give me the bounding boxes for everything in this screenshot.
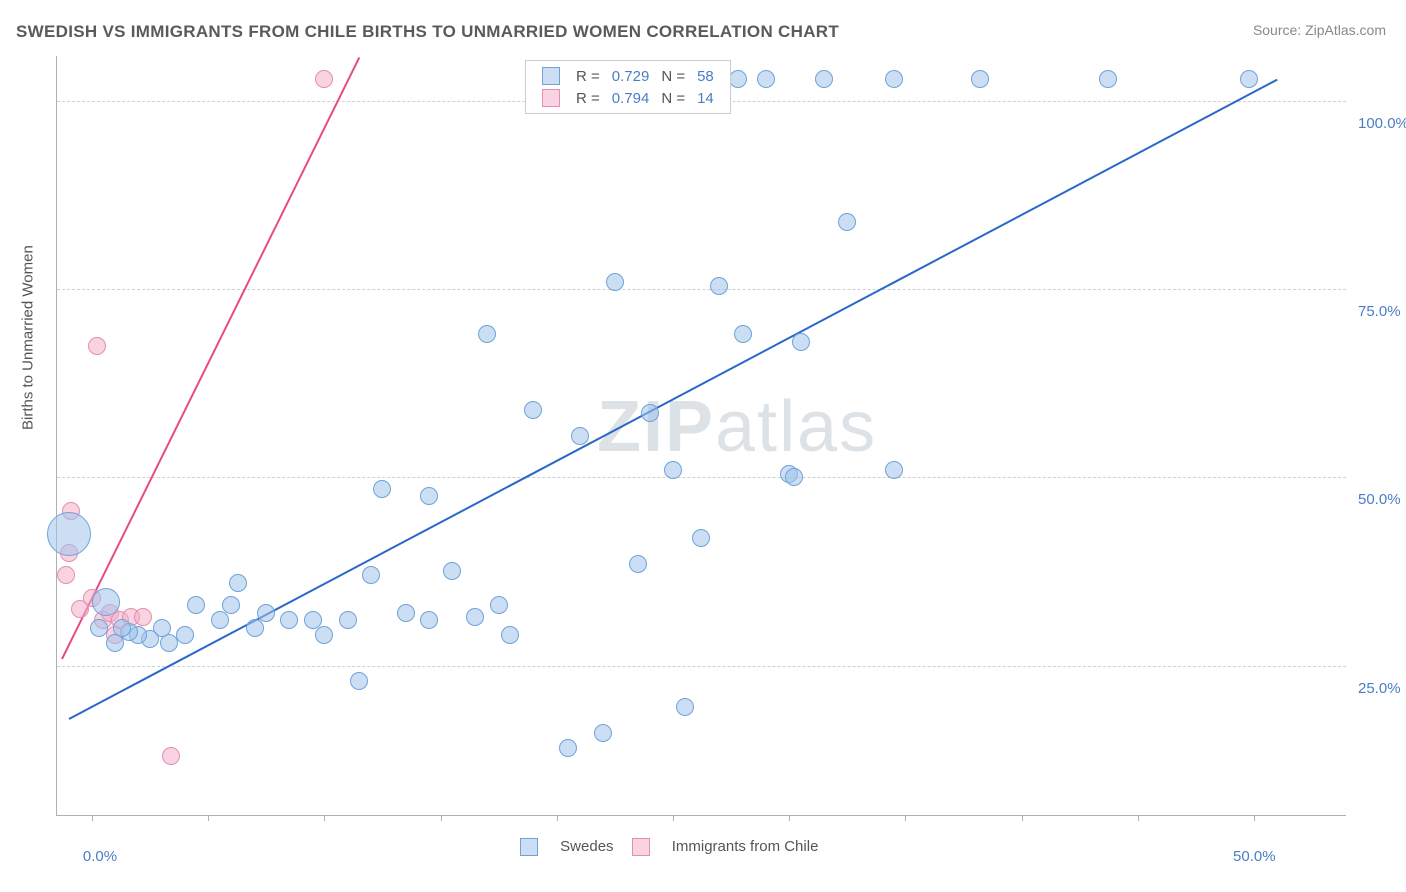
chile-point xyxy=(315,70,333,88)
swedes-point xyxy=(362,566,380,584)
swedes-point xyxy=(211,611,229,629)
legend-item: Swedes xyxy=(520,838,614,855)
swedes-point xyxy=(501,626,519,644)
legend-r-value: 0.729 xyxy=(606,65,656,87)
y-tick-label: 100.0% xyxy=(1358,115,1406,132)
chile-point xyxy=(134,608,152,626)
swedes-point xyxy=(815,70,833,88)
swedes-point xyxy=(594,724,612,742)
chart-title: SWEDISH VS IMMIGRANTS FROM CHILE BIRTHS … xyxy=(16,22,839,42)
swedes-point xyxy=(1099,70,1117,88)
swedes-point xyxy=(397,604,415,622)
x-tick-mark xyxy=(92,815,93,821)
source-attribution: Source: ZipAtlas.com xyxy=(1253,22,1386,38)
x-tick-mark xyxy=(1254,815,1255,821)
swedes-point xyxy=(280,611,298,629)
swedes-point xyxy=(524,401,542,419)
y-tick-label: 75.0% xyxy=(1358,303,1401,320)
swedes-point xyxy=(734,325,752,343)
swedes-point xyxy=(606,273,624,291)
swedes-point xyxy=(90,619,108,637)
swedes-point xyxy=(729,70,747,88)
swedes-point xyxy=(222,596,240,614)
swedes-point xyxy=(1240,70,1258,88)
legend-n-value: 14 xyxy=(691,87,720,109)
watermark-bold: ZIP xyxy=(597,387,715,467)
swedes-point xyxy=(304,611,322,629)
legend-item: Immigrants from Chile xyxy=(632,838,819,855)
legend-swatch xyxy=(542,89,560,107)
swedes-point xyxy=(187,596,205,614)
chile-point xyxy=(162,747,180,765)
stats-legend: R =0.729N =58 R =0.794N =14 xyxy=(525,60,731,114)
legend-swatch xyxy=(632,838,650,856)
gridline xyxy=(57,289,1346,290)
swedes-point xyxy=(838,213,856,231)
gridline xyxy=(57,666,1346,667)
swedes-point xyxy=(443,562,461,580)
x-tick-label: 0.0% xyxy=(83,848,117,865)
x-tick-mark xyxy=(557,815,558,821)
swedes-point xyxy=(350,672,368,690)
y-axis-label: Births to Unmarried Women xyxy=(20,245,37,430)
swedes-point xyxy=(885,70,903,88)
plot-area: ZIPatlas xyxy=(56,56,1346,816)
swedes-point xyxy=(559,739,577,757)
series-legend: Swedes Immigrants from Chile xyxy=(520,838,836,856)
swedes-point xyxy=(176,626,194,644)
swedes-point xyxy=(339,611,357,629)
swedes-point xyxy=(710,277,728,295)
swedes-point xyxy=(641,404,659,422)
swedes-point xyxy=(757,70,775,88)
x-tick-mark xyxy=(1022,815,1023,821)
x-tick-mark xyxy=(905,815,906,821)
x-tick-mark xyxy=(673,815,674,821)
swedes-point xyxy=(420,487,438,505)
swedes-point xyxy=(246,619,264,637)
swedes-point xyxy=(229,574,247,592)
y-tick-label: 50.0% xyxy=(1358,491,1401,508)
chile-point xyxy=(88,337,106,355)
legend-n-value: 58 xyxy=(691,65,720,87)
swedes-point xyxy=(420,611,438,629)
swedes-point xyxy=(792,333,810,351)
swedes-point xyxy=(315,626,333,644)
swedes-point xyxy=(47,512,91,556)
x-tick-mark xyxy=(208,815,209,821)
x-tick-mark xyxy=(441,815,442,821)
swedes-point xyxy=(885,461,903,479)
swedes-point xyxy=(664,461,682,479)
legend-swatch xyxy=(542,67,560,85)
swedes-point xyxy=(257,604,275,622)
watermark: ZIPatlas xyxy=(597,386,877,468)
x-tick-label: 50.0% xyxy=(1233,848,1276,865)
swedes-point xyxy=(676,698,694,716)
swedes-point xyxy=(692,529,710,547)
legend-r-label: R = xyxy=(570,65,606,87)
swedes-point xyxy=(490,596,508,614)
swedes-point xyxy=(571,427,589,445)
x-tick-mark xyxy=(324,815,325,821)
legend-n-label: N = xyxy=(655,87,691,109)
legend-swatch xyxy=(520,838,538,856)
legend-n-label: N = xyxy=(655,65,691,87)
swedes-point xyxy=(373,480,391,498)
gridline xyxy=(57,477,1346,478)
legend-r-value: 0.794 xyxy=(606,87,656,109)
swedes-point xyxy=(106,634,124,652)
chile-point xyxy=(57,566,75,584)
x-tick-mark xyxy=(789,815,790,821)
swedes-point xyxy=(466,608,484,626)
watermark-light: atlas xyxy=(715,387,877,467)
swedes-point xyxy=(92,588,120,616)
chile-trendline xyxy=(61,57,360,660)
legend-r-label: R = xyxy=(570,87,606,109)
y-tick-label: 25.0% xyxy=(1358,680,1401,697)
x-tick-mark xyxy=(1138,815,1139,821)
swedes-point xyxy=(785,468,803,486)
swedes-point xyxy=(478,325,496,343)
swedes-point xyxy=(629,555,647,573)
swedes-point xyxy=(971,70,989,88)
